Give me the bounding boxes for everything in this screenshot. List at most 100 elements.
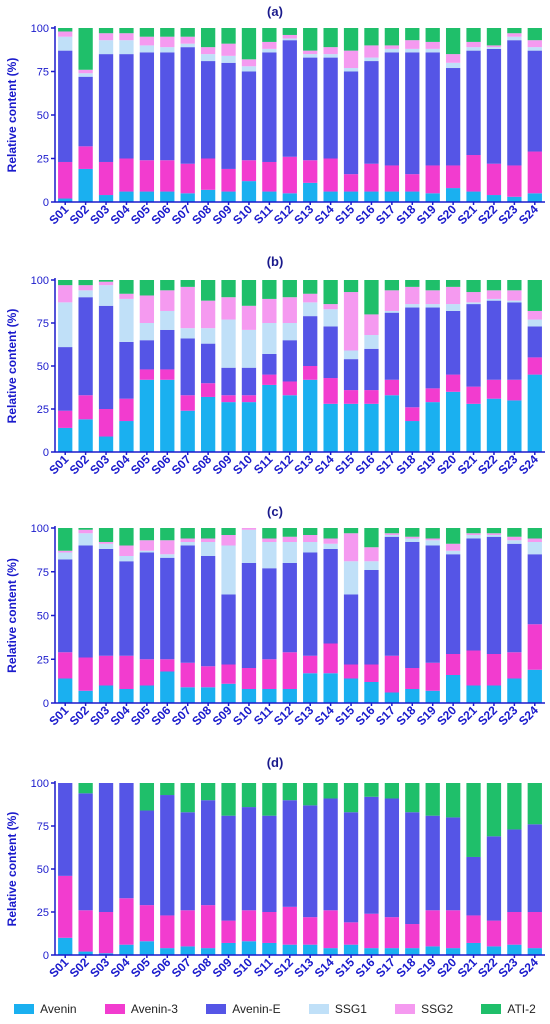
bar-segment-S06-Avenin-E (160, 52, 175, 161)
bar-segment-S07-Avenin (180, 946, 195, 955)
bar-segment-S13-SSG1 (303, 302, 318, 317)
x-tick-label: S22 (475, 955, 500, 980)
bar-segment-S19-Avenin (425, 193, 440, 202)
bar-segment-S19-Avenin-3 (425, 662, 440, 691)
bar-segment-S03-Avenin-E (98, 305, 114, 409)
bar-segment-S02-SSG2 (78, 285, 93, 291)
legend-swatch (206, 1004, 227, 1014)
bar-segment-S10-Avenin-E (241, 367, 257, 396)
bar-segment-S11-Avenin-E (262, 52, 277, 162)
bar-segment-S07-SSG2 (180, 286, 195, 329)
bar-segment-S10-Avenin-E (241, 563, 257, 668)
panel-title: (b) (267, 254, 284, 269)
bar-segment-S15-Avenin-E (343, 594, 359, 665)
bar-segment-S14-ATI-2 (323, 528, 338, 539)
bar-segment-S07-Avenin-E (180, 47, 195, 164)
bar-segment-S10-Avenin-3 (241, 395, 257, 403)
bar-segment-S11-SSG1 (262, 323, 277, 354)
legend-item-avenin: Avenin (14, 1002, 77, 1016)
bar-segment-S05-Avenin-E (139, 552, 155, 660)
bar-segment-S18-SSG1 (405, 48, 420, 53)
bar-segment-S03-Avenin-3 (98, 409, 114, 437)
bar-segment-S22-ATI-2 (486, 28, 502, 46)
bar-segment-S03-ATI-2 (98, 280, 114, 282)
bar-segment-S20-Avenin-3 (445, 910, 461, 949)
x-tick-label: S07 (169, 955, 194, 980)
bar-segment-S21-ATI-2 (466, 528, 481, 534)
bar-segment-S15-Avenin-E (343, 812, 359, 923)
bar-segment-S10-SSG2 (241, 59, 257, 67)
bar-segment-S15-SSG1 (343, 561, 359, 595)
bar-segment-S16-Avenin (364, 403, 379, 452)
x-tick-label: S18 (393, 452, 418, 477)
bar-segment-S14-ATI-2 (323, 783, 338, 799)
bars (58, 528, 542, 703)
bar-segment-S23-SSG2 (507, 33, 522, 37)
bar-segment-S23-Avenin-E (507, 40, 522, 166)
bar-segment-S11-Avenin-3 (262, 374, 277, 385)
x-tick-label: S10 (230, 202, 255, 227)
bar-segment-S05-ATI-2 (139, 528, 155, 541)
bar-segment-S09-ATI-2 (221, 28, 236, 44)
y-tick-label: 25 (37, 404, 49, 416)
bar-segment-S09-SSG1 (221, 319, 236, 368)
y-tick-label: 50 (37, 864, 49, 876)
bar-segment-S17-SSG1 (384, 535, 400, 537)
bar-segment-S05-Avenin-E (139, 52, 155, 161)
bar-segment-S06-Avenin-3 (160, 915, 175, 949)
bar-segment-S13-Avenin (303, 944, 318, 955)
bar-segment-S23-Avenin-E (507, 302, 522, 380)
bar-segment-S10-Avenin (241, 689, 257, 703)
bar-segment-S21-SSG1 (466, 302, 481, 305)
bar-segment-S21-Avenin-E (466, 538, 481, 651)
bar-segment-S12-ATI-2 (282, 280, 297, 298)
bar-segment-S08-Avenin (200, 189, 216, 202)
bar-segment-S01-Avenin-E (58, 347, 73, 411)
x-tick-label: S24 (516, 202, 541, 227)
bar-segment-S14-SSG1 (323, 54, 338, 58)
bar-segment-S16-Avenin-3 (364, 913, 379, 949)
y-tick-label: 100 (31, 523, 49, 535)
bar-segment-S22-SSG2 (486, 290, 502, 299)
bar-segment-S07-Avenin (180, 410, 195, 452)
bar-segment-S09-SSG1 (221, 55, 236, 63)
bar-segment-S22-Avenin-3 (486, 163, 502, 196)
bar-segment-S07-ATI-2 (180, 783, 195, 813)
bar-segment-S03-SSG2 (98, 542, 114, 544)
bar-segment-S03-Avenin-3 (98, 161, 114, 196)
bar-segment-S16-Avenin-3 (364, 163, 379, 192)
y-tick-label: 100 (31, 778, 49, 790)
bar-segment-S15-SSG2 (343, 50, 359, 69)
bar-segment-S17-SSG2 (384, 290, 400, 311)
bar-segment-S11-SSG2 (262, 41, 277, 49)
bar-segment-S20-Avenin-3 (445, 374, 461, 392)
bar-segment-S07-Avenin (180, 687, 195, 703)
bar-segment-S09-Avenin-E (221, 594, 236, 665)
x-tick-label: S01 (46, 955, 71, 980)
bar-segment-S19-SSG1 (425, 48, 440, 53)
bar-segment-S06-SSG2 (160, 290, 175, 311)
bar-segment-S10-SSG1 (241, 329, 257, 368)
bar-segment-S01-Avenin-E (58, 50, 73, 162)
x-tick-label: S11 (251, 955, 276, 980)
x-tick-label: S17 (373, 703, 398, 728)
bar-segment-S08-SSG2 (200, 538, 216, 542)
bar-segment-S08-Avenin (200, 948, 216, 955)
x-tick-label: S11 (251, 452, 276, 477)
bar-segment-S20-SSG1 (445, 550, 461, 555)
x-tick-label: S04 (108, 452, 133, 477)
legend-item-avenin-3: Avenin-3 (104, 1002, 178, 1016)
x-tick-label: S16 (353, 452, 378, 477)
bar-segment-S14-Avenin-3 (323, 378, 338, 404)
bar-segment-S20-SSG1 (445, 62, 461, 69)
bar-segment-S18-Avenin (405, 948, 420, 955)
bar-segment-S12-SSG1 (282, 38, 297, 41)
bar-segment-S10-ATI-2 (241, 280, 257, 306)
x-tick-label: S03 (87, 202, 112, 227)
bar-segment-S11-Avenin-3 (262, 659, 277, 689)
bar-segment-S01-Avenin (58, 427, 73, 452)
bar-segment-S08-Avenin-E (200, 61, 216, 159)
legend-swatch (14, 1004, 35, 1014)
x-tick-label: S06 (148, 202, 173, 227)
bar-segment-S13-SSG1 (303, 542, 318, 553)
